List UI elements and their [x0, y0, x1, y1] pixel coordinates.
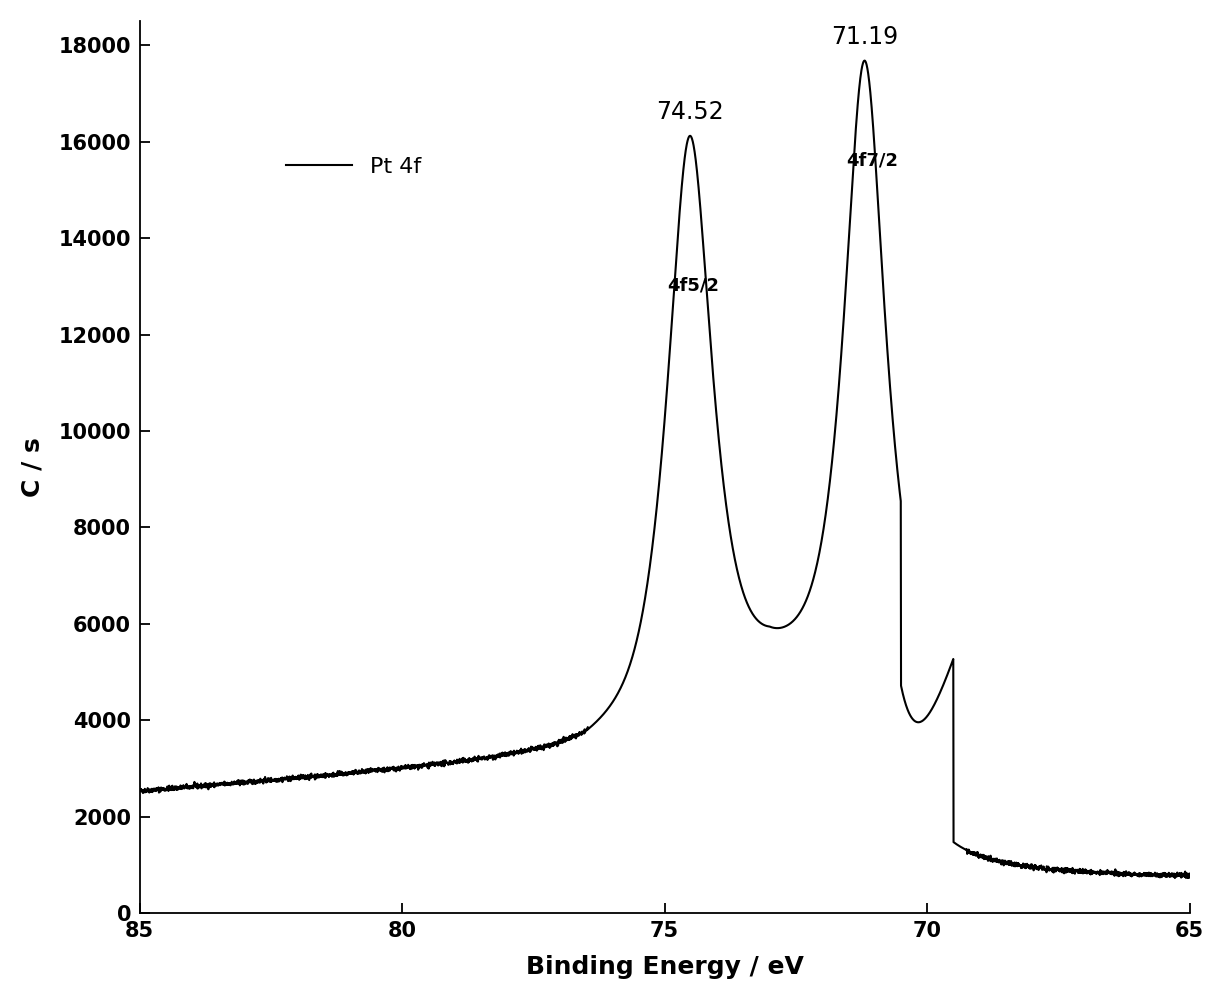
Text: 71.19: 71.19: [831, 25, 898, 49]
Text: 4f7/2: 4f7/2: [845, 151, 898, 169]
Y-axis label: C / s: C / s: [21, 437, 45, 497]
Text: 4f5/2: 4f5/2: [668, 277, 719, 295]
Legend: Pt 4f: Pt 4f: [277, 148, 430, 186]
X-axis label: Binding Energy / eV: Binding Energy / eV: [526, 955, 804, 979]
Text: 74.52: 74.52: [655, 100, 724, 124]
